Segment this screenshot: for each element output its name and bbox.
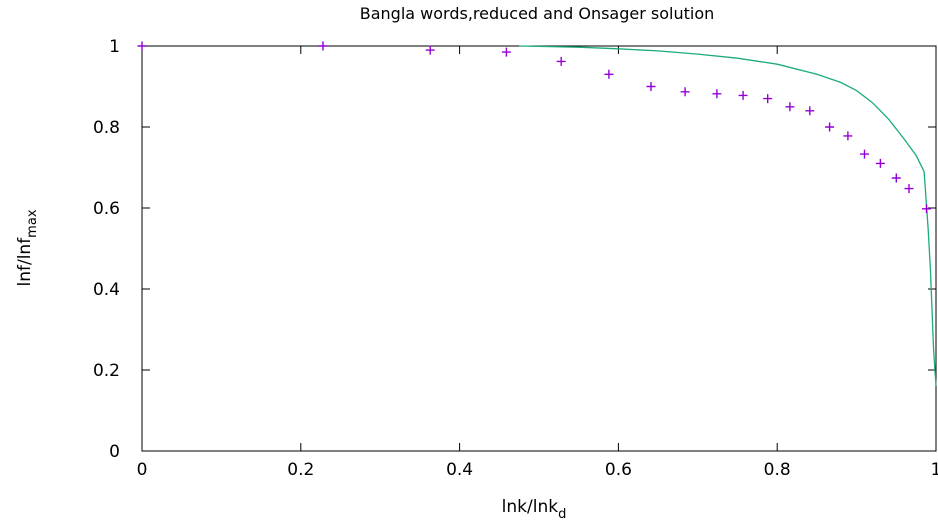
- y-axis-label-sub: max: [25, 209, 40, 238]
- y-tick-label: 0.4: [93, 280, 120, 300]
- y-tick-label: 0: [109, 442, 120, 462]
- plot-frame: [141, 45, 937, 452]
- x-tick-label: 1: [931, 460, 938, 480]
- x-axis-label: lnk/lnkd: [502, 497, 567, 522]
- data-point: [875, 158, 885, 168]
- data-point: [137, 41, 147, 51]
- x-tick-label: 0: [137, 460, 148, 480]
- data-point: [604, 69, 614, 79]
- data-point: [738, 90, 748, 100]
- data-point: [860, 149, 869, 159]
- x-tick-label: 0.6: [605, 460, 632, 480]
- data-point: [805, 106, 815, 116]
- x-axis: 0 0.2 0.4 0.6 0.8 1: [137, 46, 938, 480]
- onsager-solution-line: [519, 45, 937, 387]
- x-tick-label: 0.2: [287, 460, 314, 480]
- data-point: [712, 89, 722, 99]
- x-axis-label-sub: d: [558, 507, 566, 522]
- y-tick-label: 0.6: [93, 199, 120, 219]
- y-tick-label: 0.2: [93, 361, 120, 381]
- data-point: [646, 82, 656, 91]
- data-point: [825, 122, 835, 132]
- x-axis-label-base: lnk/lnk: [502, 497, 559, 517]
- y-axis-label-base: lnf/lnf: [15, 237, 35, 287]
- data-point: [843, 131, 853, 141]
- chart-title: Bangla words,reduced and Onsager solutio…: [360, 4, 715, 23]
- y-axis: 0 0.2 0.4 0.6 0.8 1: [93, 37, 936, 462]
- data-point: [425, 45, 435, 55]
- x-tick-label: 0.8: [764, 460, 791, 480]
- data-point: [763, 94, 773, 104]
- y-tick-label: 0.8: [93, 118, 120, 138]
- data-point: [680, 87, 690, 97]
- data-point: [922, 204, 931, 214]
- data-point: [556, 56, 566, 66]
- data-point: [501, 47, 511, 57]
- bangla-words-points-series: [137, 41, 931, 214]
- data-point: [904, 184, 914, 194]
- onsager-line-series: [519, 45, 937, 387]
- x-tick-label: 0.4: [446, 460, 473, 480]
- data-point: [785, 102, 795, 112]
- y-axis-label: lnf/lnfmax: [15, 209, 40, 286]
- data-point: [891, 173, 901, 183]
- data-point: [318, 41, 328, 51]
- y-tick-label: 1: [109, 37, 120, 57]
